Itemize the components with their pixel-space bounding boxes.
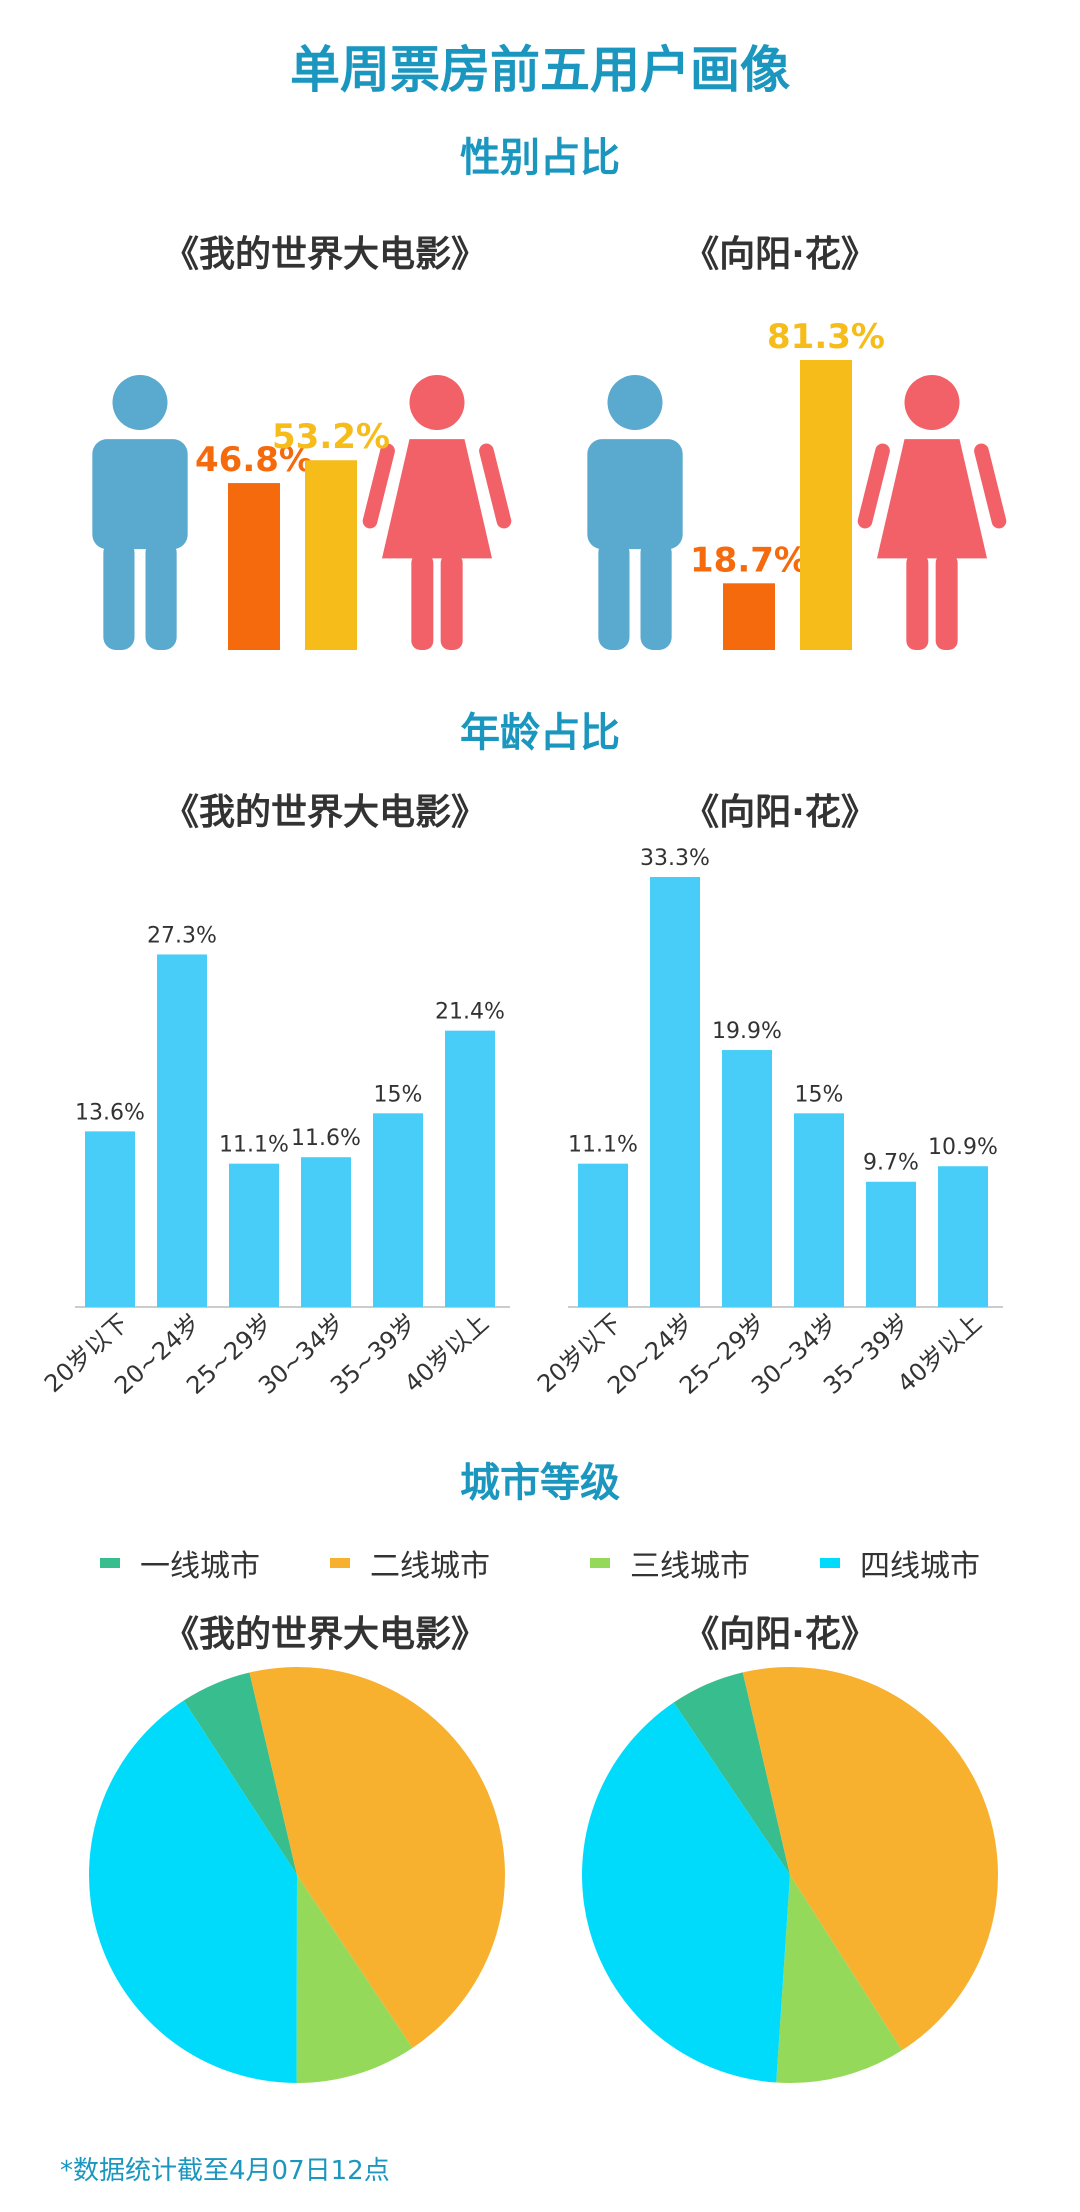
leg-right (935, 553, 958, 650)
gender-bar-1-0 (723, 583, 775, 650)
city-section-title: 城市等级 (460, 1460, 620, 1506)
age-label-1-2: 19.9% (712, 1019, 782, 1044)
legend-item-tier2: 二线城市 (330, 1538, 490, 1588)
city-slice-1-2 (776, 1875, 902, 2083)
gender-label-0-0: 46.8% (195, 440, 313, 480)
age-label-1-0: 11.1% (568, 1133, 638, 1158)
head (904, 375, 960, 430)
leg-left (906, 553, 929, 650)
gender-film-right-title: 《向阳·花》 (683, 234, 877, 275)
legend-item-tier4: 四线城市 (820, 1538, 980, 1588)
age-label-1-1: 33.3% (640, 846, 710, 871)
age-label-1-3: 15% (795, 1082, 844, 1107)
age-charts: 13.6%20岁以下27.3%20~24岁11.1%25~29岁11.6%30~… (39, 846, 1003, 1400)
leg-right (640, 540, 672, 650)
city-slice-1-0 (673, 1672, 790, 1875)
gender-section-title: 性别占比 (460, 135, 620, 181)
age-label-1-4: 9.7% (863, 1151, 919, 1176)
age-bar-1-2 (722, 1050, 772, 1307)
age-film-left-title: 《我的世界大电影》 (162, 792, 487, 833)
leg-right (145, 540, 177, 650)
city-charts (88, 1667, 998, 2083)
city-slice-0-2 (296, 1875, 413, 2083)
age-label-0-2: 11.1% (219, 1133, 289, 1158)
age-section-title: 年龄占比 (460, 710, 620, 756)
city-slice-0-3 (88, 1700, 297, 2083)
age-film-right-title: 《向阳·花》 (683, 792, 877, 833)
legend-label-tier2: 二线城市 (370, 1549, 490, 1584)
head (409, 375, 465, 430)
head (112, 375, 168, 430)
gender-film-left-title: 《我的世界大电影》 (162, 234, 487, 275)
leg-left (103, 540, 135, 650)
city-slice-0-1 (249, 1667, 506, 2049)
gender-label-0-1: 53.2% (272, 417, 390, 457)
legend-label-tier3: 三线城市 (630, 1549, 750, 1584)
footnote: *数据统计截至4月07日12点 (60, 2156, 390, 2186)
age-bar-0-3 (301, 1157, 351, 1307)
age-bar-0-1 (157, 954, 207, 1307)
age-label-0-4: 15% (374, 1082, 423, 1107)
legend-item-tier1: 一线城市 (100, 1538, 260, 1588)
age-bar-0-5 (445, 1030, 495, 1307)
age-label-0-0: 13.6% (75, 1100, 145, 1125)
age-bar-1-1 (650, 877, 700, 1307)
age-label-0-5: 21.4% (435, 1000, 505, 1025)
age-bar-0-4 (373, 1113, 423, 1307)
age-bar-1-5 (938, 1166, 988, 1307)
age-bar-0-2 (229, 1163, 279, 1307)
gender-bar-0-1 (305, 460, 357, 650)
legend-item-tier3: 三线城市 (590, 1538, 750, 1588)
age-bar-1-3 (794, 1113, 844, 1307)
gender-label-1-1: 81.3% (767, 317, 885, 357)
male-figure-icon (92, 375, 188, 650)
arm-right (974, 443, 1007, 529)
age-label-0-1: 27.3% (147, 923, 217, 948)
arm-left (857, 443, 890, 529)
age-label-1-5: 10.9% (928, 1135, 998, 1160)
gender-charts: 46.8%53.2% 18.7% 81.3% (92, 317, 1007, 650)
arm-right (479, 443, 512, 529)
age-bar-0-0 (85, 1131, 135, 1307)
gender-bar-1-1 (800, 360, 852, 650)
head (607, 375, 663, 430)
page-title: 单周票房前五用户画像 (290, 41, 790, 99)
female-figure-icon (857, 375, 1007, 650)
legend-label-tier4: 四线城市 (860, 1549, 980, 1584)
dress (382, 439, 492, 559)
gender-bar-0-0 (228, 483, 280, 650)
torso (587, 439, 683, 550)
legend-swatch-tier2 (330, 1558, 350, 1568)
arm-left (362, 443, 395, 529)
legend-swatch-tier3 (590, 1558, 610, 1568)
male-figure-icon (587, 375, 683, 650)
age-bar-1-0 (578, 1163, 628, 1307)
leg-left (598, 540, 630, 650)
gender-label-1-0: 18.7% (690, 540, 808, 580)
legend-label-tier1: 一线城市 (140, 1549, 260, 1584)
female-figure-icon (362, 375, 512, 650)
city-legend: 一线城市 二线城市 三线城市 四线城市 (100, 1538, 1000, 1588)
legend-swatch-tier4 (820, 1558, 840, 1568)
city-slice-0-0 (183, 1672, 297, 1875)
city-film-left-title: 《我的世界大电影》 (162, 1614, 487, 1655)
leg-right (440, 553, 463, 650)
torso (92, 439, 188, 550)
city-film-right-title: 《向阳·花》 (683, 1614, 877, 1655)
dress (877, 439, 987, 559)
age-label-0-3: 11.6% (291, 1126, 361, 1151)
legend-swatch-tier1 (100, 1558, 120, 1568)
age-bar-1-4 (866, 1181, 916, 1307)
leg-left (411, 553, 434, 650)
city-slice-1-1 (742, 1667, 998, 2051)
city-slice-1-3 (582, 1702, 790, 2083)
